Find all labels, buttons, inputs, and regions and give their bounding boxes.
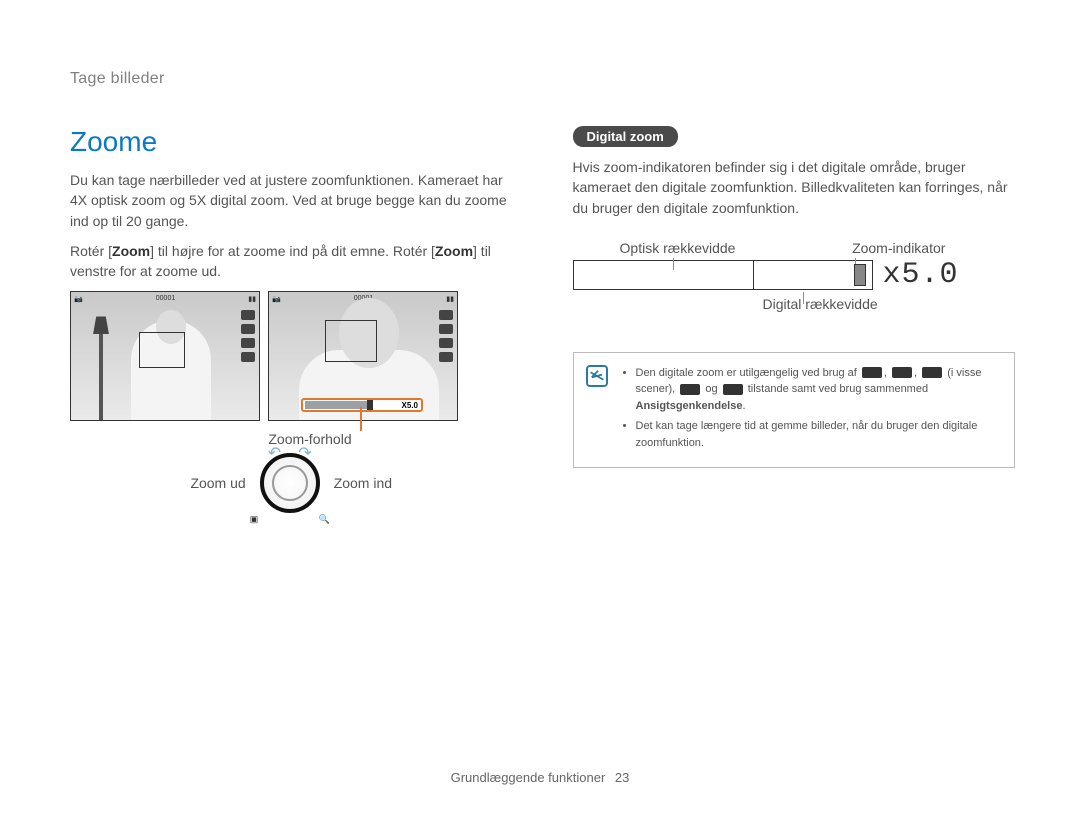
note-bullet-2: Det kan tage længere tid at gemme billed… bbox=[636, 418, 1001, 451]
zoom-bar-handle bbox=[367, 400, 373, 410]
zoom-bar: X5.0 bbox=[301, 398, 423, 412]
zoom-indicator-label: Zoom-indikator bbox=[783, 240, 1016, 256]
mode-icon bbox=[892, 367, 912, 378]
focus-frame bbox=[325, 320, 377, 362]
arrow-left-icon: ↶ bbox=[268, 443, 281, 463]
note-bullet-1: Den digitale zoom er utilgængelig ved br… bbox=[636, 365, 1001, 415]
preview-zoomed: 📷 00001 ▮▮ X5.0 bbox=[268, 291, 458, 421]
breadcrumb: Tage billeder bbox=[70, 70, 1015, 88]
zoom-bar-fill bbox=[305, 401, 367, 409]
zoom-bar-label: X5.0 bbox=[402, 401, 418, 410]
zoom-value: x5.0 bbox=[883, 258, 959, 292]
zoom-dial-figure: Zoom ud ↶ ↷ ▣🔍 Zoom ind bbox=[70, 453, 513, 513]
text-fragment: ] til højre for at zoome ind på dit emne… bbox=[150, 243, 435, 259]
zoom-in-label: Zoom ind bbox=[334, 475, 392, 491]
text-fragment: Den digitale zoom er utilgængelig ved br… bbox=[636, 367, 860, 379]
side-icons bbox=[241, 310, 255, 362]
mode-icon bbox=[680, 384, 700, 395]
focus-frame bbox=[139, 332, 185, 368]
face-recognition-bold: Ansigtsgenkendelse bbox=[636, 400, 743, 412]
footer-text: Grundlæggende funktioner bbox=[451, 770, 606, 785]
digital-zoom-paragraph: Hvis zoom-indikatoren befinder sig i det… bbox=[573, 157, 1016, 218]
zoom-indicator-diagram: Optisk rækkevidde Zoom-indikator x5.0 bbox=[573, 240, 1016, 312]
page-number: 23 bbox=[615, 770, 629, 785]
zoom-bold-2: Zoom bbox=[435, 243, 473, 259]
mode-icon bbox=[862, 367, 882, 378]
digital-zoom-pill: Digital zoom bbox=[573, 126, 678, 147]
zoom-bold-1: Zoom bbox=[112, 243, 150, 259]
preview-wide: 📷 00001 ▮▮ bbox=[70, 291, 260, 421]
text-fragment: og bbox=[705, 383, 720, 395]
page-footer: Grundlæggende funktioner 23 bbox=[0, 770, 1080, 785]
preview-row: 📷 00001 ▮▮ 📷 00001 ▮▮ bbox=[70, 291, 513, 421]
mode-icon bbox=[922, 367, 942, 378]
note-box: Den digitale zoom er utilgængelig ved br… bbox=[573, 352, 1016, 469]
battery-icon: ▮▮ bbox=[248, 295, 256, 303]
zoom-handle bbox=[854, 264, 866, 286]
optical-segment bbox=[574, 261, 754, 289]
zoom-out-label: Zoom ud bbox=[190, 475, 245, 491]
lamp-head bbox=[93, 316, 109, 334]
camera-icon: 📷 bbox=[74, 295, 83, 303]
note-icon bbox=[586, 365, 608, 387]
digital-segment bbox=[754, 261, 872, 289]
zoom-dial: ↶ ↷ ▣🔍 bbox=[260, 453, 320, 513]
counter: 00001 bbox=[156, 295, 175, 303]
text-fragment: Rotér [ bbox=[70, 243, 112, 259]
section-title: Zoome bbox=[70, 126, 513, 158]
zoom-range-bar bbox=[573, 260, 873, 290]
mode-icon bbox=[723, 384, 743, 395]
right-column: Digital zoom Hvis zoom-indikatoren befin… bbox=[573, 126, 1016, 513]
zoom-instruction: Rotér [Zoom] til højre for at zoome ind … bbox=[70, 241, 513, 282]
optical-range-label: Optisk rækkevidde bbox=[573, 240, 783, 256]
dial-sub-icons: ▣🔍 bbox=[250, 514, 330, 525]
text-fragment: tilstande samt ved brug sammenmed bbox=[748, 383, 928, 395]
arrow-right-icon: ↷ bbox=[298, 443, 311, 463]
intro-paragraph: Du kan tage nærbilleder ved at justere z… bbox=[70, 170, 513, 231]
side-icons bbox=[439, 310, 453, 362]
battery-icon: ▮▮ bbox=[446, 295, 454, 303]
left-column: Zoome Du kan tage nærbilleder ved at jus… bbox=[70, 126, 513, 513]
callout-line bbox=[360, 407, 362, 431]
camera-icon: 📷 bbox=[272, 295, 281, 303]
callout-line bbox=[673, 258, 675, 270]
lamp-post bbox=[99, 330, 103, 420]
digital-range-label: Digital rækkevidde bbox=[763, 296, 1016, 312]
